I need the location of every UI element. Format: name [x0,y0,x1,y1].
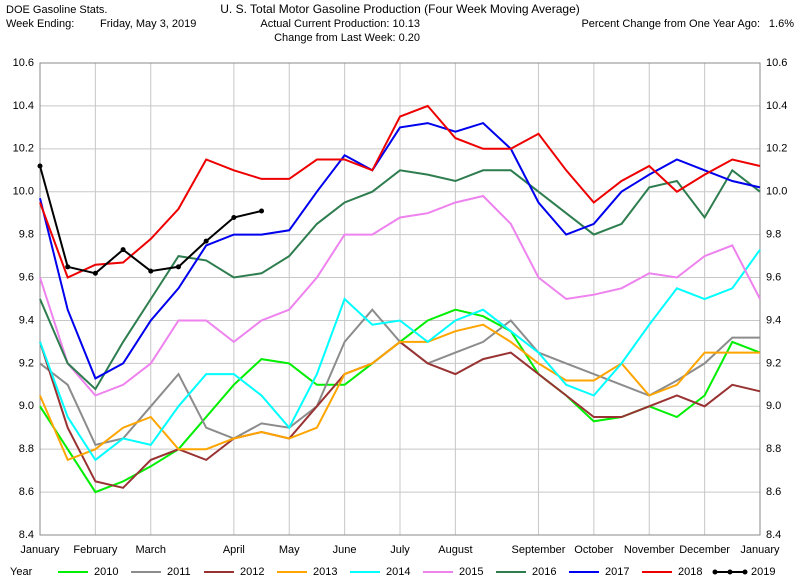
y2-tick-label: 9.0 [766,400,781,412]
y2-tick-label: 10.4 [766,100,787,112]
y-tick-label: 9.4 [19,314,34,326]
legend-marker [742,569,748,575]
y-tick-label: 10.4 [13,100,34,112]
legend-label: 2014 [386,566,410,578]
x-tick-label: November [624,544,675,556]
point [92,270,98,276]
y2-tick-label: 9.8 [766,229,781,241]
y-tick-label: 8.4 [19,529,34,541]
point [203,238,209,244]
legend-label: 2011 [167,566,191,578]
series-line [39,168,761,391]
x-tick-label: May [279,544,300,556]
legend-label: 2019 [751,566,775,578]
source: DOE Gasoline Stats. [6,4,108,16]
y-tick-label: 9.0 [19,400,34,412]
series-line [39,194,761,397]
percent-value: 1.6% [769,18,794,30]
legend-label: 2016 [532,566,556,578]
point [65,264,71,270]
y-tick-label: 9.8 [19,229,34,241]
legend-marker [712,569,718,575]
y2-tick-label: 8.4 [766,529,781,541]
chart-title: U. S. Total Motor Gasoline Production (F… [220,2,580,16]
legend-marker [727,569,733,575]
x-tick-label: January [20,544,60,556]
x-tick-label: September [512,544,566,556]
y-tick-label: 8.8 [19,443,34,455]
point [148,268,154,274]
y-tick-label: 10.6 [13,57,34,69]
point [37,163,43,169]
production: Actual Current Production: 10.13 [260,18,420,30]
series-line [39,104,761,279]
x-tick-label: February [73,544,118,556]
y-tick-label: 10.0 [13,186,34,198]
series-line [39,121,761,380]
y-tick-label: 10.2 [13,143,34,155]
x-tick-label: January [740,544,780,556]
legend-label: 2010 [94,566,118,578]
y-tick-label: 9.6 [19,271,34,283]
legend-label: 2018 [678,566,702,578]
point [175,264,181,270]
y-tick-label: 9.2 [19,357,34,369]
y2-tick-label: 10.2 [766,143,787,155]
x-tick-label: July [390,544,410,556]
x-tick-label: October [574,544,613,556]
legend-label: 2017 [605,566,629,578]
y2-tick-label: 8.8 [766,443,781,455]
legend-title: Year [10,566,33,578]
point [231,214,237,220]
week-label: Week Ending: [6,18,74,30]
x-tick-label: August [438,544,472,556]
legend-label: 2012 [240,566,264,578]
percent-label: Percent Change from One Year Ago: [581,18,760,30]
point [259,208,265,214]
week-value: Friday, May 3, 2019 [100,18,196,30]
x-tick-label: December [679,544,730,556]
y2-tick-label: 8.6 [766,486,781,498]
legend-label: 2015 [459,566,483,578]
y2-tick-label: 9.4 [766,314,781,326]
y-tick-label: 8.6 [19,486,34,498]
legend-label: 2013 [313,566,337,578]
y2-tick-label: 9.6 [766,271,781,283]
x-tick-label: June [333,544,357,556]
change: Change from Last Week: 0.20 [274,32,420,44]
y2-tick-label: 10.6 [766,57,787,69]
series-line [39,323,760,462]
series-line [39,249,761,462]
x-tick-label: March [135,544,166,556]
y2-tick-label: 9.2 [766,357,781,369]
x-tick-label: April [223,544,245,556]
y2-tick-label: 10.0 [766,186,787,198]
point [120,247,126,253]
